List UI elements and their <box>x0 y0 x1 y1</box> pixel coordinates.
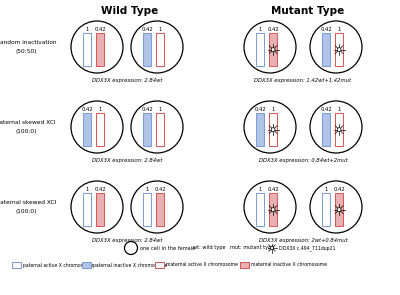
Bar <box>143 33 151 66</box>
Circle shape <box>337 128 341 132</box>
Bar <box>256 193 264 226</box>
Bar <box>96 193 104 226</box>
Text: 0.42: 0.42 <box>141 27 153 32</box>
Text: 0.42: 0.42 <box>94 187 106 192</box>
Bar <box>82 262 91 268</box>
Circle shape <box>337 208 341 212</box>
Text: 1: 1 <box>86 27 89 32</box>
Text: DDX3X expression: 1.42wt+1.42mut: DDX3X expression: 1.42wt+1.42mut <box>254 78 352 83</box>
Text: mut: mutant type: mut: mutant type <box>230 245 274 250</box>
Text: maternal inactive X chromosome: maternal inactive X chromosome <box>251 263 327 268</box>
Circle shape <box>244 181 296 233</box>
Circle shape <box>271 128 275 132</box>
Bar <box>143 113 151 146</box>
Bar <box>83 33 91 66</box>
Circle shape <box>310 21 362 73</box>
Circle shape <box>337 48 341 52</box>
Circle shape <box>124 242 138 255</box>
Text: paternal active X chromosome: paternal active X chromosome <box>23 263 93 268</box>
Text: 1: 1 <box>338 27 341 32</box>
Text: 0.42: 0.42 <box>94 27 106 32</box>
Text: DDX3X expression: 2.84wt: DDX3X expression: 2.84wt <box>92 158 162 163</box>
Bar <box>335 113 343 146</box>
Text: Mutant Type: Mutant Type <box>271 6 345 16</box>
Bar <box>83 193 91 226</box>
Bar <box>156 193 164 226</box>
Text: 1: 1 <box>272 107 275 112</box>
Text: Maternal skewed XCI: Maternal skewed XCI <box>0 201 57 206</box>
Text: 0.42: 0.42 <box>154 187 166 192</box>
Text: 1: 1 <box>258 187 262 192</box>
Text: Random inactivation: Random inactivation <box>0 40 56 45</box>
Circle shape <box>131 181 183 233</box>
Circle shape <box>244 101 296 153</box>
Circle shape <box>71 181 123 233</box>
Circle shape <box>310 101 362 153</box>
Bar <box>269 33 277 66</box>
Text: wt: wild type: wt: wild type <box>193 245 226 250</box>
Circle shape <box>131 101 183 153</box>
Text: 1: 1 <box>338 107 341 112</box>
Circle shape <box>270 246 274 250</box>
Bar <box>322 113 330 146</box>
Text: 1: 1 <box>258 27 262 32</box>
Bar <box>96 113 104 146</box>
Bar <box>269 193 277 226</box>
Bar <box>12 262 21 268</box>
Text: one cell in the female: one cell in the female <box>140 245 195 250</box>
Text: (100:0): (100:0) <box>15 209 37 214</box>
Circle shape <box>71 21 123 73</box>
Bar <box>322 193 330 226</box>
Circle shape <box>71 101 123 153</box>
Circle shape <box>244 21 296 73</box>
Bar <box>155 262 164 268</box>
Text: paternal inactive X chromosome: paternal inactive X chromosome <box>93 263 168 268</box>
Text: 0.42: 0.42 <box>81 107 93 112</box>
Text: 0.42: 0.42 <box>267 187 279 192</box>
Bar <box>322 33 330 66</box>
Text: 0.42: 0.42 <box>320 27 332 32</box>
Text: 1: 1 <box>98 107 102 112</box>
Bar <box>83 113 91 146</box>
Text: 0.42: 0.42 <box>254 107 266 112</box>
Text: 1: 1 <box>158 107 162 112</box>
Bar <box>156 33 164 66</box>
Bar <box>240 262 249 268</box>
Text: 1: 1 <box>146 187 149 192</box>
Bar <box>335 33 343 66</box>
Circle shape <box>131 21 183 73</box>
Text: DDX3X c.494_711dup21: DDX3X c.494_711dup21 <box>279 245 336 251</box>
Bar <box>96 33 104 66</box>
Circle shape <box>271 48 275 52</box>
Text: DDX3X expression: 2.84wt: DDX3X expression: 2.84wt <box>92 78 162 83</box>
Text: 0.42: 0.42 <box>267 27 279 32</box>
Text: Paternal skewed XCI: Paternal skewed XCI <box>0 120 56 125</box>
Bar <box>256 113 264 146</box>
Bar <box>156 113 164 146</box>
Bar <box>269 113 277 146</box>
Circle shape <box>271 208 275 212</box>
Text: 1: 1 <box>86 187 89 192</box>
Text: DDX3X expression: 0.84wt+2mut: DDX3X expression: 0.84wt+2mut <box>259 158 347 163</box>
Text: (100:0): (100:0) <box>15 130 37 135</box>
Text: 0.42: 0.42 <box>141 107 153 112</box>
Text: Wild Type: Wild Type <box>101 6 159 16</box>
Circle shape <box>310 181 362 233</box>
Bar <box>256 33 264 66</box>
Text: 0.42: 0.42 <box>320 107 332 112</box>
Text: 1: 1 <box>324 187 328 192</box>
Bar <box>143 193 151 226</box>
Text: 0.42: 0.42 <box>333 187 345 192</box>
Text: (50:50): (50:50) <box>15 50 37 55</box>
Text: maternal active X chromosome: maternal active X chromosome <box>166 263 238 268</box>
Text: DDX3X expression: 2wt+0.84mut: DDX3X expression: 2wt+0.84mut <box>259 238 347 243</box>
Text: DDX3X expression: 2.84wt: DDX3X expression: 2.84wt <box>92 238 162 243</box>
Bar <box>335 193 343 226</box>
Text: 1: 1 <box>158 27 162 32</box>
